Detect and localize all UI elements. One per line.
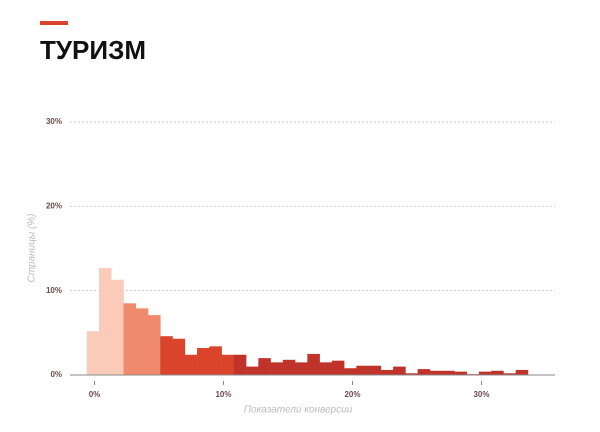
y-tick-label: 30% — [46, 117, 62, 126]
bar — [184, 354, 198, 375]
title-accent — [40, 21, 68, 25]
x-tick-label: 10% — [215, 390, 231, 399]
bar — [380, 369, 394, 375]
y-tick-label: 20% — [46, 201, 62, 210]
bar — [491, 370, 504, 375]
x-tick-label: 30% — [473, 390, 489, 399]
bar — [282, 359, 296, 375]
bar — [478, 371, 492, 375]
bar — [172, 338, 186, 375]
bar — [429, 370, 443, 375]
x-tick-label: 20% — [344, 390, 360, 399]
bar — [246, 366, 259, 375]
bar — [160, 336, 173, 375]
chart-title: ТУРИЗМ — [40, 35, 146, 65]
y-axis-title: Страницы (%) — [27, 213, 38, 282]
bar — [393, 366, 406, 375]
y-tick-label: 10% — [46, 286, 62, 295]
bar — [442, 370, 455, 375]
bar — [454, 371, 467, 375]
bar — [270, 362, 284, 375]
bar — [368, 365, 382, 375]
bar — [111, 279, 124, 375]
bar — [123, 303, 137, 375]
bar — [233, 354, 247, 375]
y-tick-label: 0% — [50, 370, 62, 379]
bar — [295, 362, 308, 375]
bar — [417, 369, 431, 375]
bar — [307, 353, 320, 375]
bar — [135, 308, 149, 375]
bar — [503, 373, 516, 375]
bar — [356, 365, 369, 375]
bar — [331, 360, 345, 375]
bar — [197, 348, 210, 375]
bar — [258, 358, 271, 375]
bar — [405, 373, 418, 375]
bar — [515, 369, 529, 375]
x-axis-title: Показатели конверсии — [244, 405, 353, 416]
x-tick-label: 0% — [89, 390, 101, 399]
bar — [99, 267, 112, 375]
bar — [319, 362, 333, 375]
bar — [209, 346, 222, 375]
bar — [344, 368, 357, 375]
bar — [86, 331, 100, 375]
bar — [221, 354, 235, 375]
bar — [148, 315, 161, 375]
